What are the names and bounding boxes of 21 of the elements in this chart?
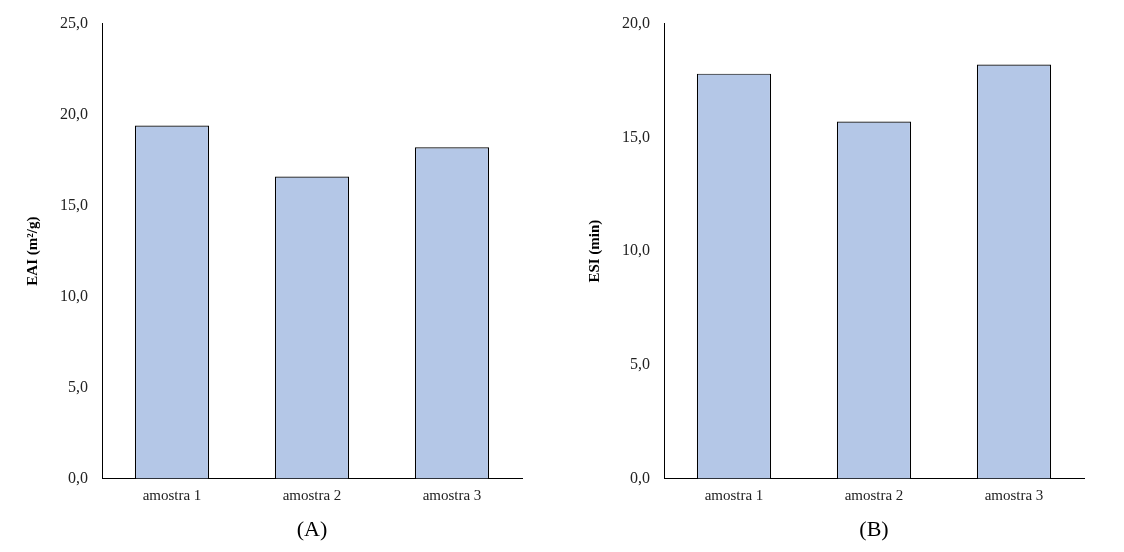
y-tick-label: 20,0 bbox=[622, 13, 650, 31]
x-tick-label: amostra 2 bbox=[282, 486, 342, 503]
y-tick-label: 5,0 bbox=[630, 355, 650, 373]
y-tick-label: 10,0 bbox=[622, 241, 650, 259]
x-tick-label: amostra 1 bbox=[704, 486, 764, 503]
x-tick-label: amostra 2 bbox=[844, 486, 904, 503]
y-tick-label: 0,0 bbox=[630, 468, 650, 486]
y-tick-label: 0,0 bbox=[68, 468, 88, 486]
y-tick-label: 20,0 bbox=[60, 104, 88, 122]
y-tick-label: 15,0 bbox=[60, 195, 88, 213]
y-tick-label: 25,0 bbox=[60, 13, 88, 31]
x-axis-title: (A) bbox=[296, 515, 328, 541]
x-tick-label: amostra 3 bbox=[422, 486, 482, 503]
y-axis-title: EAI (m²/g) bbox=[23, 216, 41, 286]
x-axis-title: (B) bbox=[859, 515, 889, 541]
y-tick-label: 10,0 bbox=[60, 286, 88, 304]
y-tick-label: 5,0 bbox=[68, 377, 88, 395]
y-axis-title: ESI (min) bbox=[585, 219, 603, 283]
x-tick-label: amostra 3 bbox=[984, 486, 1044, 503]
x-tick-label: amostra 1 bbox=[142, 486, 202, 503]
y-tick-label: 15,0 bbox=[622, 127, 650, 145]
